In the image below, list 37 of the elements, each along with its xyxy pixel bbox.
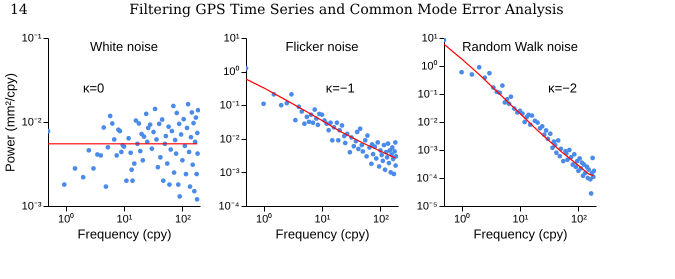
x-tick-label: 10⁰ (256, 212, 272, 226)
y-axis-title: Power (mm²/cpy) (2, 73, 18, 172)
x-tick-label: 10² (372, 214, 390, 226)
x-axis-title: Frequency (cpy) (474, 226, 568, 242)
y-tick-label: 10⁻⁴ (416, 172, 438, 184)
y-tick-label: 10⁻² (220, 133, 240, 146)
y-tick-label: 10⁰ (223, 65, 240, 78)
text: 14 (10, 2, 28, 18)
x-tick-label: 10² (174, 214, 192, 226)
y-tick-label: 10⁻² (418, 116, 438, 128)
y-tick-label: 10⁻³ (22, 200, 42, 212)
x-tick-label: 10² (570, 214, 588, 226)
y-tick-label: 10⁻⁴ (218, 200, 240, 212)
text: Filtering GPS Time Series and Common Mode Error Analysis (128, 2, 565, 18)
annotation: κ=0 (82, 80, 104, 96)
y-tick-label: 10⁻³ (418, 144, 438, 156)
y-tick-label: 10¹ (422, 32, 438, 44)
annotation: κ=−2 (548, 80, 578, 96)
y-tick-label: 10⁻⁵ (416, 200, 438, 212)
chart-title: White noise (90, 39, 158, 54)
x-tick-label: 10¹ (314, 214, 331, 226)
chart-title: Flicker noise (286, 39, 358, 54)
x-tick-label: 10⁰ (454, 212, 470, 226)
y-tick-label: 10¹ (224, 32, 240, 44)
y-tick-label: 10⁻¹ (22, 32, 42, 44)
x-axis-title: Frequency (cpy) (276, 226, 370, 242)
y-tick-label: 10⁻² (22, 116, 42, 128)
x-tick-label: 10¹ (512, 214, 529, 226)
chart-title: Random Walk noise (462, 39, 578, 54)
y-tick-label: 10⁻¹ (220, 100, 240, 112)
x-axis-title: Frequency (cpy) (78, 226, 172, 242)
y-tick-label: 10⁰ (421, 60, 438, 72)
x-tick-label: 10⁰ (58, 212, 74, 226)
y-tick-label: 10⁻³ (220, 166, 240, 179)
y-tick-label: 10⁻¹ (418, 88, 438, 100)
annotation: κ=−1 (326, 80, 355, 96)
x-tick-label: 10¹ (116, 214, 133, 226)
